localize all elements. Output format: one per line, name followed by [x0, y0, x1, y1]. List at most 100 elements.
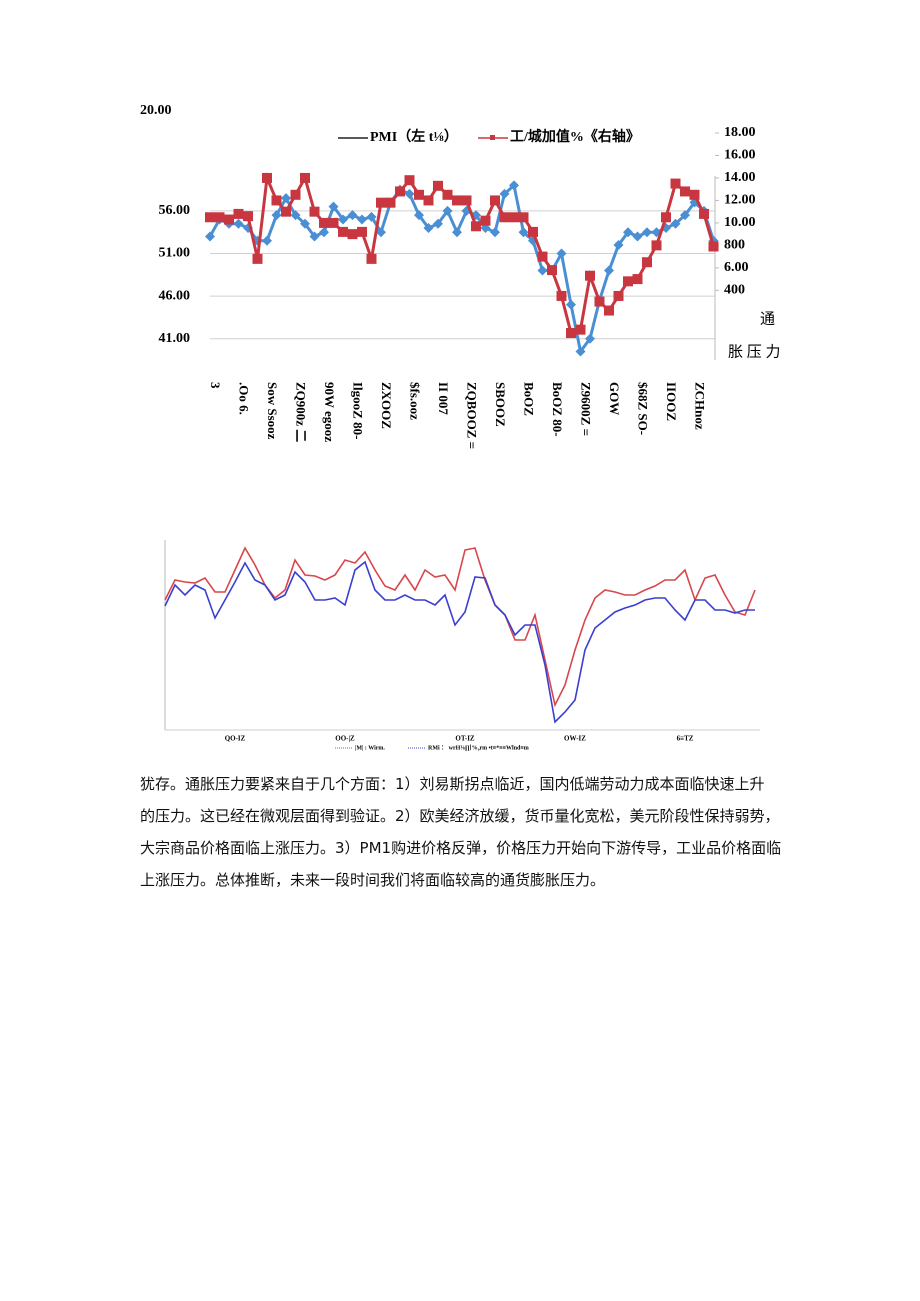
point [689, 189, 700, 200]
point [509, 212, 519, 223]
point [518, 227, 529, 238]
y2-tick-label: 400 [724, 283, 745, 298]
point [262, 172, 272, 183]
point [243, 211, 253, 222]
point [442, 205, 453, 216]
x-tick-label: BoOZ 80- [550, 382, 565, 437]
point [528, 226, 538, 237]
point [319, 217, 329, 228]
legend-label: RMi ： wrH⅜∏∣%₀rm •t≡*≡≡Wlnd≡m [428, 744, 529, 751]
legend-label: 工/城加值%《右轴》 [510, 128, 640, 145]
point [604, 265, 614, 276]
axis-title: 胀 压 力 [728, 343, 781, 360]
x-tick-label: ZQ900z 二 [294, 382, 309, 442]
point [566, 299, 576, 310]
x-tick-label: GOW [607, 382, 622, 415]
point [480, 215, 491, 226]
point [670, 178, 681, 189]
point [680, 186, 690, 197]
point [347, 229, 358, 240]
point [214, 212, 225, 223]
y2-tick-label: 14.00 [724, 170, 756, 185]
point [604, 305, 614, 316]
point [575, 324, 586, 335]
point [414, 189, 424, 200]
point [328, 201, 339, 212]
point [376, 227, 386, 238]
point [566, 328, 576, 339]
x-tick-label: ZQBOOZ = [465, 382, 480, 449]
x-tick-label: II 007 [436, 382, 451, 415]
charts: 56.00 51.00 46.00 41.00 18.00 16.00 14.00 12.00… [140, 103, 781, 751]
point [423, 195, 434, 206]
point [404, 175, 415, 186]
x-tick-label: OT-IZ [455, 735, 475, 743]
point [300, 218, 310, 229]
legend-swatch [490, 135, 495, 140]
point [300, 172, 310, 183]
point [613, 290, 624, 301]
point [585, 270, 595, 281]
point [433, 218, 443, 229]
point [271, 210, 282, 221]
point [471, 221, 481, 232]
series-line [164, 546, 756, 708]
point [518, 212, 529, 223]
point [328, 217, 339, 228]
point [490, 227, 500, 238]
point [556, 248, 567, 259]
point [224, 214, 234, 225]
point [271, 195, 282, 206]
point [205, 231, 215, 242]
point [509, 180, 519, 191]
point [309, 231, 320, 242]
point [357, 226, 367, 237]
x-tick-label: 6≡TZ [677, 735, 694, 743]
point [290, 210, 301, 221]
point [537, 251, 548, 262]
point [366, 211, 377, 222]
y2-tick-label: 18.00 [724, 125, 756, 140]
point [623, 227, 633, 238]
x-tick-label: ZCHnoz [693, 382, 708, 430]
point [575, 346, 586, 357]
text-line: 的压力。这已经在微观层面得到验证。2）欧美经济放缓，货币量化宽松，美元阶段性保持… [140, 807, 780, 825]
y-tick-label: 41.00 [159, 331, 191, 346]
point [708, 241, 719, 252]
point [642, 257, 652, 268]
point [376, 197, 386, 208]
point [433, 180, 443, 191]
point [404, 188, 415, 199]
x-tick-label: BoOZ [522, 382, 537, 416]
point [661, 212, 671, 223]
x-tick-label: IIOOZ [664, 382, 679, 421]
x-tick-label: Z9600Z = [579, 382, 594, 436]
y2-tick-label: 6.00 [724, 260, 749, 275]
point [632, 231, 643, 242]
point [395, 186, 405, 197]
point [357, 214, 367, 225]
point [680, 210, 690, 221]
x-tick-label: SBOOZ [493, 382, 508, 427]
axis-title: 通 [760, 310, 775, 327]
point [281, 193, 291, 204]
text-line: 犹存。通胀压力要紧来自于几个方面：1）刘易斯拐点临近，国内低端劳动力成本面临快速… [140, 775, 765, 793]
point [233, 208, 244, 219]
y2-tick-label: 16.00 [724, 148, 756, 163]
x-tick-label: Sow Ssooz [265, 382, 280, 440]
y2-tick-label: 800 [724, 238, 745, 253]
point [319, 227, 329, 238]
point [556, 290, 567, 301]
point [499, 212, 510, 223]
text-line: 大宗商品价格面临上涨压力。3）PM1购进价格反弹，价格压力开始向下游传导，工业品… [140, 839, 782, 857]
point [281, 206, 291, 217]
point [537, 265, 548, 276]
point [385, 197, 396, 208]
y-tick-label: 46.00 [159, 288, 191, 303]
paragraph: 犹存。通胀压力要紧来自于几个方面：1）刘易斯拐点临近，国内低端劳动力成本面临快速… [140, 768, 782, 896]
series-line [164, 560, 755, 724]
point [423, 222, 434, 233]
point [613, 240, 624, 250]
point [670, 218, 681, 229]
